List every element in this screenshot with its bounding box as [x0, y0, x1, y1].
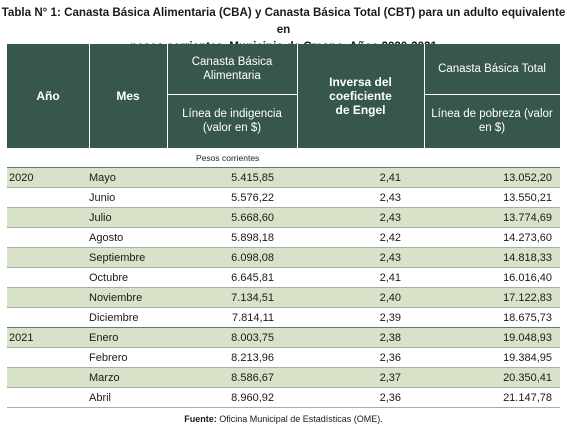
cell-cba: 8.213,96 [231, 352, 274, 364]
table-row: Agosto 5.898,18 2,42 14.273,60 [7, 228, 560, 248]
cell-cbt: 14.818,33 [503, 252, 552, 264]
units-label: Pesos corrientes [196, 153, 260, 163]
cell-cbt: 21.147,78 [503, 392, 552, 404]
cell-inverse-engel: 2,40 [379, 292, 401, 304]
table-row: Octubre 6.645,81 2,41 16.016,40 [7, 268, 560, 288]
cell-cbt: 18.675,73 [503, 312, 552, 324]
table-row: Febrero 8.213,96 2,36 19.384,95 [7, 348, 560, 368]
cell-cba: 8.960,92 [231, 392, 274, 404]
cell-mes: Marzo [89, 372, 120, 384]
row-rule [7, 367, 560, 368]
cell-inverse-engel: 2,36 [379, 392, 401, 404]
cell-inverse-engel: 2,43 [379, 252, 401, 264]
cell-cbt: 20.350,41 [503, 372, 552, 384]
header-mes: Mes [89, 44, 167, 148]
cell-mes: Febrero [89, 352, 128, 364]
table-row: Abril 8.960,92 2,36 21.147,78 [7, 388, 560, 408]
header-anio: Año [7, 44, 89, 148]
cell-cbt: 16.016,40 [503, 272, 552, 284]
cell-cba: 7.814,11 [231, 312, 274, 324]
cell-cbt: 14.273,60 [503, 232, 552, 244]
header-cbt: Canasta Básica Total [424, 44, 560, 94]
row-rule [7, 327, 560, 328]
header-cbt-sub: Línea de pobreza (valor en $) [424, 94, 560, 148]
header-cba-sub: Línea de indigencia (valor en $) [167, 94, 297, 148]
table-title-line-1: Tabla N° 1: Canasta Básica Alimentaria (… [1, 6, 566, 36]
cell-inverse-engel: 2,43 [379, 212, 401, 224]
row-rule [7, 207, 560, 208]
cell-inverse-engel: 2,43 [379, 192, 401, 204]
cell-inverse-engel: 2,37 [379, 372, 401, 384]
row-rule [7, 187, 560, 188]
row-rule [7, 307, 560, 308]
cell-mes: Noviembre [89, 292, 143, 304]
header-divider [89, 44, 90, 148]
header-divider [424, 94, 560, 95]
cell-inverse-engel: 2,41 [379, 172, 401, 184]
cell-mes: Mayo [89, 172, 116, 184]
cell-cba: 7.134,51 [231, 292, 274, 304]
row-rule [7, 227, 560, 228]
cell-cba: 6.645,81 [231, 272, 274, 284]
table-row: Julio 5.668,60 2,43 13.774,69 [7, 208, 560, 228]
cell-inverse-engel: 2,39 [379, 312, 401, 324]
cell-cba: 8.003,75 [231, 332, 274, 344]
cell-cbt: 19.384,95 [503, 352, 552, 364]
cell-cba: 5.576,22 [231, 192, 274, 204]
cell-inverse-engel: 2,38 [379, 332, 401, 344]
cell-cba: 8.586,67 [231, 372, 274, 384]
cell-mes: Diciembre [89, 312, 139, 324]
cell-mes: Agosto [89, 232, 124, 244]
table-footer: Fuente: Oficina Municipal de Estadística… [0, 414, 567, 424]
cell-cbt: 13.052,20 [503, 172, 552, 184]
header-divider [297, 44, 298, 148]
cell-mes: Julio [89, 212, 112, 224]
row-rule [7, 387, 560, 388]
table-row: Marzo 8.586,67 2,37 20.350,41 [7, 368, 560, 388]
table-row: 2021 Enero 8.003,75 2,38 19.048,93 [7, 328, 560, 348]
header-divider [424, 44, 425, 148]
row-rule [7, 247, 560, 248]
cell-cba: 5.415,85 [231, 172, 274, 184]
cell-inverse-engel: 2,36 [379, 352, 401, 364]
cell-inverse-engel: 2,42 [379, 232, 401, 244]
cell-mes: Enero [89, 332, 119, 344]
cell-mes: Abril [89, 392, 112, 404]
table-row: Junio 5.576,22 2,43 13.550,21 [7, 188, 560, 208]
cell-cbt: 13.550,21 [503, 192, 552, 204]
cell-cba: 6.098,08 [231, 252, 274, 264]
table-row: Diciembre 7.814,11 2,39 18.675,73 [7, 308, 560, 328]
header-cba: Canasta Básica Alimentaria [167, 44, 297, 94]
cell-mes: Junio [89, 192, 116, 204]
header-divider [167, 44, 168, 148]
cell-cbt: 17.122,83 [503, 292, 552, 304]
row-rule [7, 167, 560, 168]
table-row: Noviembre 7.134,51 2,40 17.122,83 [7, 288, 560, 308]
header-divider [167, 94, 297, 95]
table-row: 2020 Mayo 5.415,85 2,41 13.052,20 [7, 168, 560, 188]
header-engel: Inversa del coeficiente de Engel [297, 44, 424, 148]
cell-cbt: 13.774,69 [503, 212, 552, 224]
row-rule [7, 347, 560, 348]
cell-mes: Octubre [89, 272, 129, 284]
cell-inverse-engel: 2,41 [379, 272, 401, 284]
footer-source: Oficina Municipal de Estadísticas (OME). [216, 414, 383, 424]
cell-year: 2021 [9, 332, 34, 344]
row-rule [7, 267, 560, 268]
cell-cba: 5.668,60 [231, 212, 274, 224]
row-rule [7, 407, 560, 408]
cell-year: 2020 [9, 172, 34, 184]
table-row: Septiembre 6.098,08 2,43 14.818,33 [7, 248, 560, 268]
row-rule [7, 287, 560, 288]
cell-mes: Septiembre [89, 252, 146, 264]
cell-cbt: 19.048,93 [503, 332, 552, 344]
cell-cba: 5.898,18 [231, 232, 274, 244]
footer-label: Fuente: [184, 414, 217, 424]
